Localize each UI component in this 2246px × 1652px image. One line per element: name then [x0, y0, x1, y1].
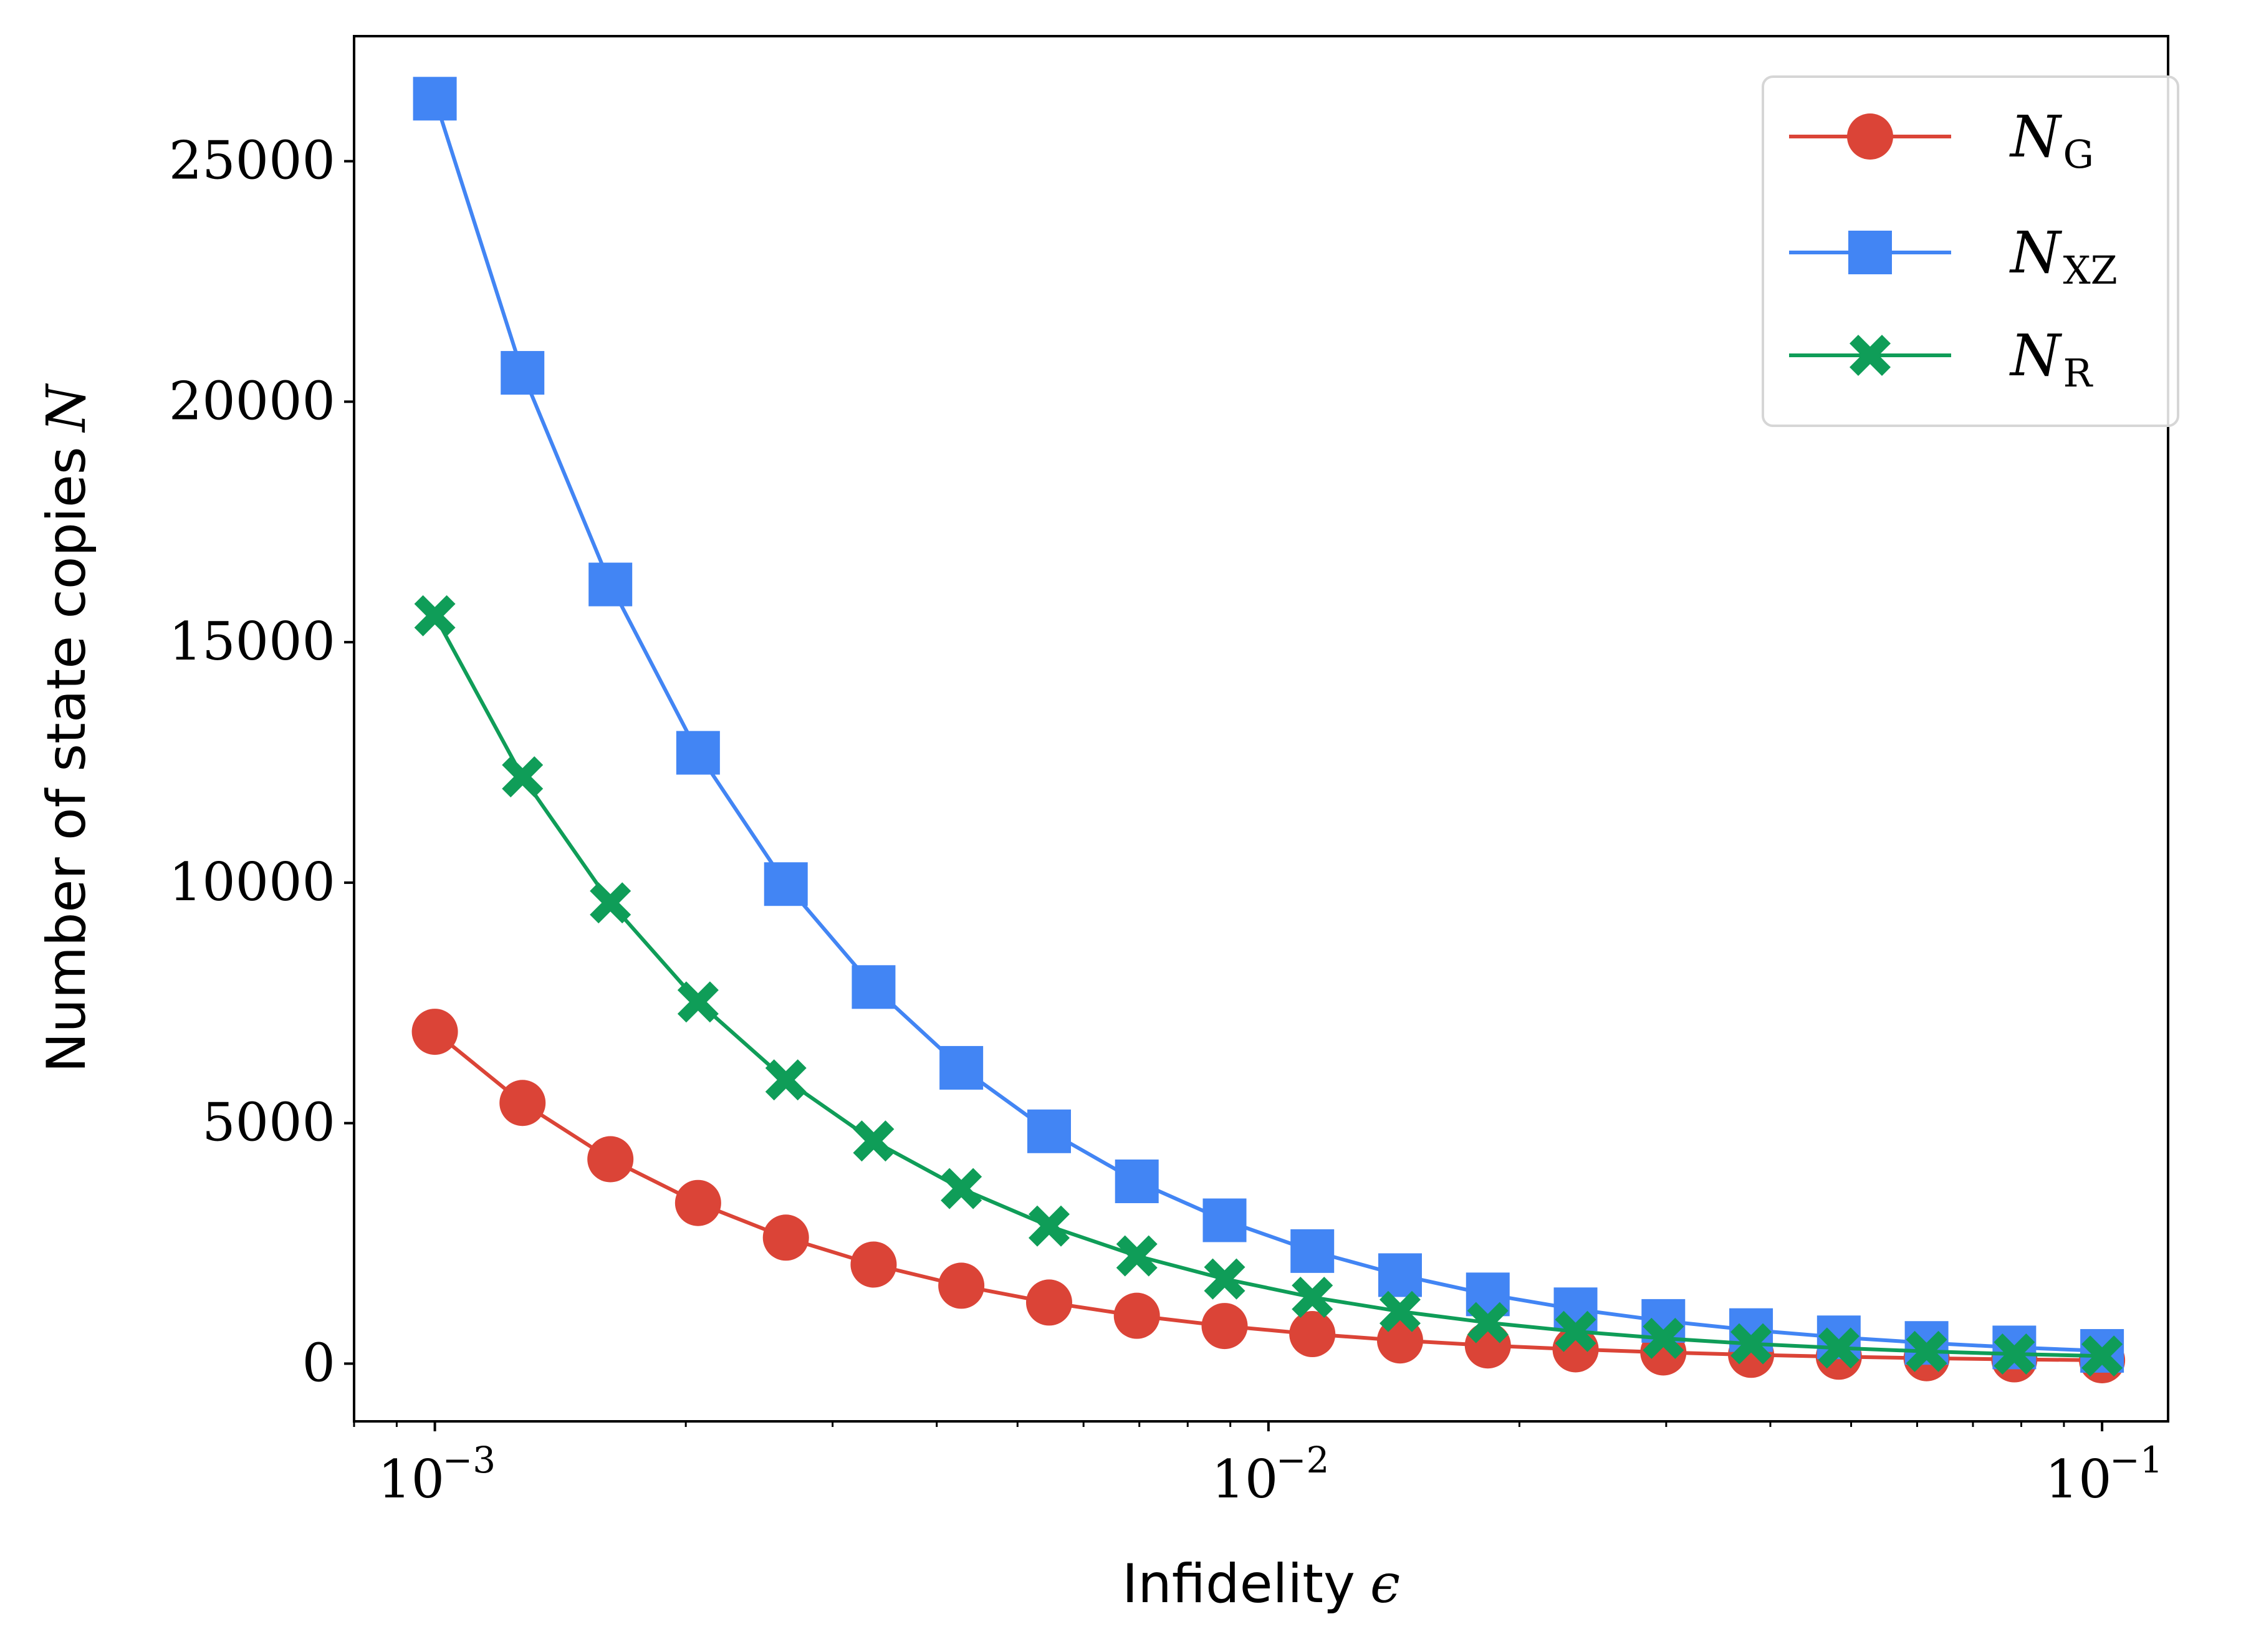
data-point-N_G-2	[587, 1136, 634, 1183]
data-point-N_R-4	[765, 1059, 807, 1101]
data-point-N_G-1	[499, 1080, 546, 1126]
data-point-N_R-14	[1643, 1317, 1684, 1359]
x-tick-exponent: −2	[1276, 1439, 1330, 1481]
x-axis-label: Infidelity ϵ	[1122, 1553, 1400, 1615]
data-point-N_G-0	[411, 1009, 458, 1055]
series-layer	[411, 77, 2126, 1384]
data-point-N_G-9	[1201, 1303, 1248, 1350]
legend-marker	[1847, 113, 1893, 160]
data-point-N_XZ-11	[1378, 1253, 1422, 1297]
legend-marker	[1850, 335, 1891, 376]
data-point-N_XZ-0	[413, 77, 457, 121]
legend-entry-N_G: NG	[1789, 103, 2094, 177]
data-point-N_R-8	[1116, 1235, 1158, 1277]
data-point-N_XZ-7	[1027, 1109, 1071, 1153]
data-point-N_R-13	[1555, 1310, 1596, 1352]
data-point-N_R-18	[1994, 1333, 2035, 1375]
data-point-N_XZ-9	[1202, 1198, 1247, 1242]
data-point-N_R-6	[941, 1168, 982, 1209]
data-point-N_G-7	[1025, 1279, 1072, 1326]
data-point-N_R-16	[1818, 1327, 1860, 1369]
legend-label: NXZ	[2009, 219, 2118, 293]
y-axis-label-symbol: N	[36, 383, 98, 433]
data-point-N_G-10	[1289, 1311, 1336, 1358]
y-tick-label: 5000	[202, 1092, 335, 1153]
legend-label: NG	[2009, 103, 2094, 177]
data-point-N_R-17	[1906, 1330, 1947, 1372]
data-point-N_XZ-5	[852, 965, 896, 1009]
y-axis-label-text: Number of state copies	[36, 446, 98, 1072]
x-axis-label-text: Infidelity	[1122, 1553, 1355, 1615]
x-axis-ticks: 10−3 10−2 10−1	[353, 1421, 2163, 1510]
data-point-N_R-11	[1379, 1290, 1421, 1332]
legend-box	[1762, 75, 2179, 427]
data-point-N_R-5	[853, 1120, 895, 1162]
data-point-N_XZ-8	[1115, 1160, 1159, 1204]
data-point-N_R-19	[2081, 1335, 2123, 1377]
data-point-N_G-5	[850, 1241, 897, 1288]
legend-label-main: N	[2009, 103, 2063, 170]
data-point-N_R-3	[677, 981, 719, 1023]
data-point-N_XZ-2	[588, 562, 633, 607]
y-axis-label: Number of state copies N	[36, 383, 98, 1072]
x-tick-exponent: −1	[2109, 1439, 2163, 1481]
data-point-N_R-2	[590, 882, 631, 924]
x-tick-label: 10	[378, 1449, 444, 1510]
legend-marker	[1848, 231, 1892, 274]
data-point-N_R-1	[502, 756, 544, 798]
legend-label-main: N	[2009, 322, 2063, 389]
data-point-N_R-10	[1292, 1276, 1333, 1318]
y-tick-label: 0	[302, 1332, 335, 1393]
data-point-N_XZ-3	[676, 731, 720, 775]
y-axis-ticks: 0 5000 10000 15000 20000 25000	[169, 130, 354, 1393]
y-tick-label: 25000	[169, 130, 335, 191]
x-tick-label: 10	[1211, 1449, 1278, 1510]
y-tick-label: 10000	[169, 852, 335, 913]
legend-label-sub: XZ	[2063, 247, 2118, 293]
data-point-N_XZ-1	[501, 351, 545, 395]
data-point-N_R-15	[1730, 1323, 1772, 1365]
x-tick-label: 10	[2045, 1449, 2112, 1510]
data-point-N_R-9	[1204, 1258, 1245, 1300]
y-tick-label: 20000	[169, 370, 335, 431]
data-point-N_R-12	[1467, 1302, 1509, 1343]
legend-label-sub: R	[2063, 350, 2094, 396]
legend-label-main: N	[2009, 219, 2063, 286]
legend-entry-N_XZ: NXZ	[1789, 219, 2118, 293]
x-axis-label-symbol: ϵ	[1370, 1553, 1400, 1615]
series-N_R	[414, 595, 2123, 1377]
x-tick-exponent: −3	[443, 1439, 496, 1481]
y-tick-label: 15000	[169, 611, 335, 672]
legend-entry-N_R: NR	[1789, 322, 2094, 396]
data-point-N_G-6	[938, 1262, 985, 1309]
data-point-N_R-0	[414, 595, 456, 636]
plot-frame	[353, 35, 2169, 1423]
data-point-N_R-7	[1028, 1205, 1070, 1247]
data-point-N_XZ-6	[939, 1045, 984, 1090]
data-point-N_G-8	[1113, 1292, 1160, 1339]
data-point-N_XZ-4	[764, 862, 808, 906]
legend-label-sub: G	[2063, 132, 2095, 177]
data-point-N_G-3	[674, 1179, 721, 1226]
legend-label: NR	[2009, 322, 2094, 396]
data-point-N_XZ-10	[1290, 1229, 1335, 1273]
data-point-N_G-4	[762, 1214, 809, 1261]
